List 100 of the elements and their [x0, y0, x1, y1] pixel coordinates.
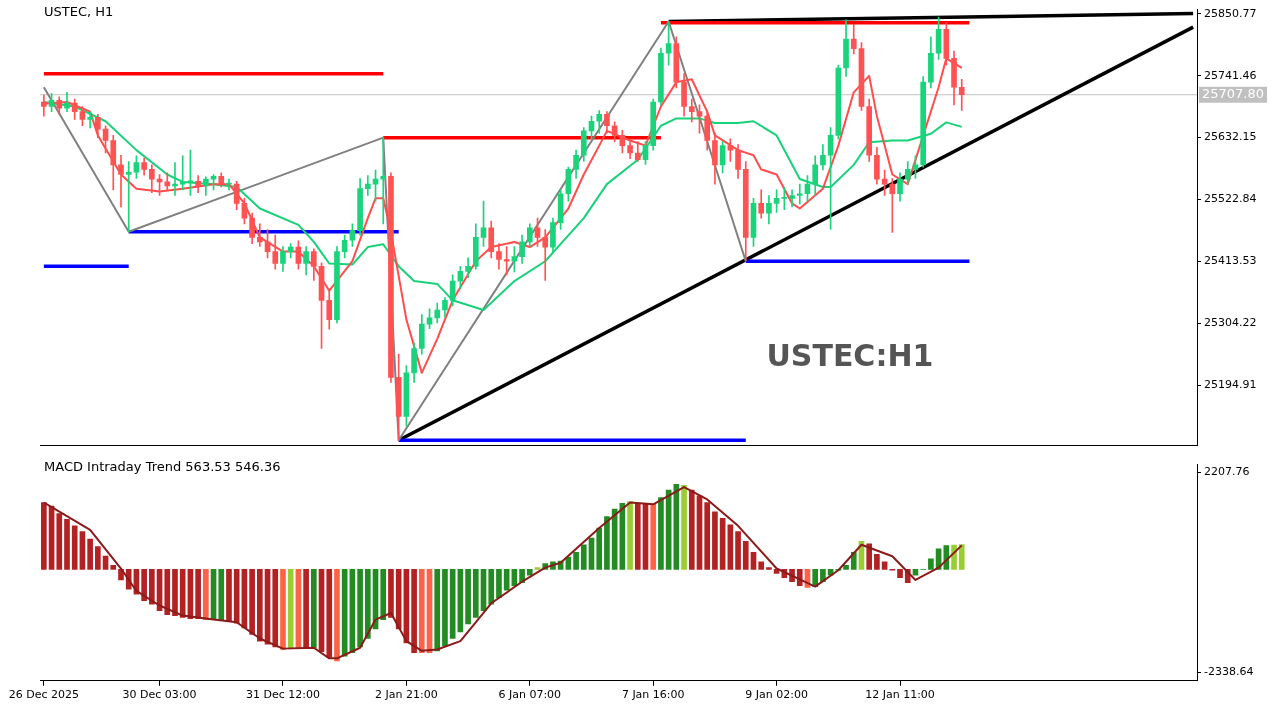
- bar: [411, 569, 417, 653]
- x-tick-label: 9 Jan 02:00: [745, 688, 808, 702]
- bar: [203, 569, 209, 620]
- bar: [218, 569, 225, 620]
- y-tick-label: 2207.76: [1204, 465, 1250, 479]
- ref-line-label: 25707.80: [1202, 86, 1265, 102]
- bar: [64, 518, 70, 570]
- y-tick-label: 25632.15: [1204, 130, 1257, 144]
- bar: [280, 569, 286, 650]
- bar: [658, 497, 664, 570]
- bar: [149, 569, 155, 605]
- bar: [758, 561, 765, 570]
- candlestick: [796, 183, 803, 205]
- bar: [95, 546, 101, 570]
- y-tick-label: 25522.84: [1204, 192, 1257, 206]
- bar: [735, 531, 741, 570]
- y-tick-label: -2338.64: [1204, 665, 1254, 679]
- bar: [580, 544, 587, 570]
- bar: [573, 551, 579, 570]
- bar: [71, 525, 78, 570]
- candlestick: [164, 172, 171, 191]
- bar: [226, 569, 232, 622]
- bar: [704, 502, 711, 570]
- bar: [465, 569, 471, 625]
- bar: [56, 513, 63, 570]
- y-tick-label: 25741.46: [1204, 68, 1257, 82]
- bar: [596, 527, 603, 570]
- candlestick: [172, 162, 178, 196]
- chart-title: USTEC, H1: [44, 4, 114, 19]
- bar: [958, 544, 965, 570]
- annotation: USTEC:H1: [766, 338, 934, 374]
- bar: [87, 538, 93, 570]
- bar: [41, 502, 47, 570]
- bar: [874, 554, 880, 570]
- bar: [272, 569, 279, 648]
- bar: [688, 489, 695, 570]
- bar: [395, 569, 402, 630]
- y-tick-label: 25850.77: [1204, 6, 1257, 20]
- x-tick-label: 26 Dec 2025: [8, 688, 79, 702]
- bar: [141, 569, 147, 601]
- bar: [766, 567, 772, 570]
- bar: [102, 555, 109, 570]
- bar: [488, 569, 495, 605]
- bar: [496, 569, 502, 598]
- candlestick: [195, 175, 201, 193]
- bar: [866, 543, 873, 570]
- x-tick-label: 7 Jan 16:00: [621, 688, 685, 702]
- bar: [179, 569, 186, 618]
- bar: [388, 569, 394, 618]
- bar: [357, 569, 363, 648]
- x-tick-label: 6 Jan 07:00: [498, 688, 562, 702]
- candlestick: [87, 111, 93, 129]
- x-tick-label: 31 Dec 12:00: [245, 688, 320, 702]
- bar: [164, 569, 171, 616]
- bar: [843, 565, 849, 570]
- x-tick-label: 12 Jan 11:00: [865, 688, 935, 702]
- bar: [110, 565, 117, 570]
- bar: [233, 569, 240, 624]
- bar: [526, 569, 533, 576]
- bar: [172, 569, 178, 616]
- bar: [380, 569, 387, 620]
- bar: [334, 569, 340, 662]
- bar: [310, 569, 317, 649]
- bar: [712, 511, 718, 570]
- chart-title: MACD Intraday Trend 563.53 546.36: [44, 459, 281, 474]
- bar: [604, 516, 610, 570]
- bar: [681, 485, 687, 570]
- bar: [534, 567, 541, 570]
- candlestick: [118, 154, 124, 208]
- bar: [341, 569, 348, 657]
- bar: [303, 569, 309, 649]
- bar: [650, 503, 657, 570]
- bar: [897, 569, 903, 579]
- bar: [287, 569, 294, 649]
- bar: [195, 569, 201, 620]
- bar: [249, 569, 255, 635]
- candlestick: [380, 137, 387, 225]
- candlestick: [364, 175, 371, 196]
- bar: [634, 503, 641, 570]
- bar: [434, 569, 441, 652]
- bar: [418, 569, 425, 653]
- bar: [257, 569, 263, 642]
- candlestick: [789, 189, 795, 208]
- candlestick: [542, 229, 549, 281]
- bar: [364, 569, 371, 639]
- candlestick: [257, 223, 263, 247]
- bar: [928, 558, 934, 570]
- bar: [472, 569, 479, 618]
- y-tick-label: 25304.22: [1204, 316, 1257, 330]
- bar: [742, 540, 749, 570]
- bar: [627, 501, 633, 570]
- candlestick: [889, 178, 896, 233]
- bar: [326, 569, 333, 658]
- y-tick-label: 25194.91: [1204, 378, 1257, 392]
- x-tick-label: 2 Jan 21:00: [375, 688, 438, 702]
- candlestick: [125, 161, 132, 233]
- bar: [442, 569, 448, 647]
- x-tick-label: 30 Dec 03:00: [122, 688, 197, 702]
- candlestick: [958, 78, 965, 111]
- y-tick-label: 25413.53: [1204, 254, 1257, 268]
